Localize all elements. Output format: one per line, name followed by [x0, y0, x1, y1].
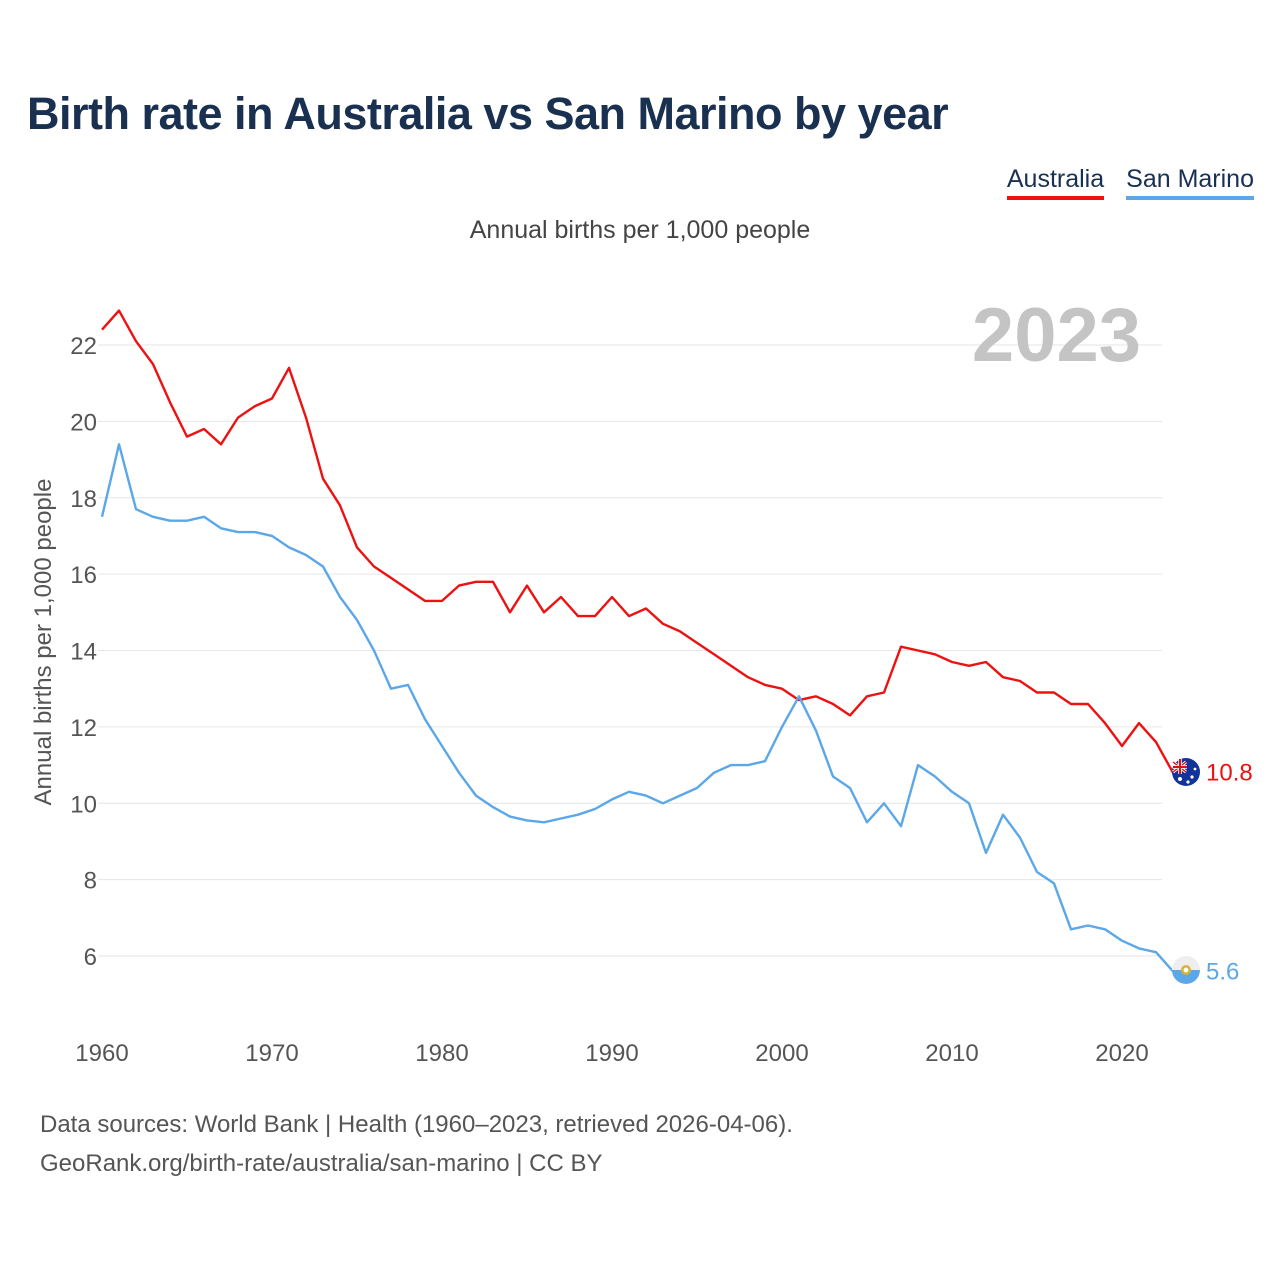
footer-url[interactable]: GeoRank.org/birth-rate/australia/san-mar…: [40, 1150, 603, 1177]
legend-item-san-marino[interactable]: San Marino: [1126, 165, 1254, 200]
series-lines: [100, 309, 1186, 973]
end-markers: 10.8 5.6: [1206, 760, 1253, 986]
y-tick-label: 6: [84, 944, 97, 971]
y-tick-label: 14: [70, 639, 97, 666]
y-axis-label: Annual births per 1,000 people: [30, 479, 57, 806]
end-value-label-australia: 10.8: [1206, 760, 1253, 787]
x-tick-label: 1970: [245, 1040, 298, 1067]
flag-san-marino-icon: [1172, 956, 1200, 984]
x-tick-label: 1980: [415, 1040, 468, 1067]
y-tick-label: 18: [70, 486, 97, 513]
x-tick-label: 1960: [75, 1040, 128, 1067]
series-line-san-marino[interactable]: [100, 443, 1186, 973]
footer-sources: Data sources: World Bank | Health (1960–…: [40, 1111, 793, 1138]
chart-title: Birth rate in Australia vs San Marino by…: [27, 88, 949, 139]
end-value-label-san-marino: 5.6: [1206, 958, 1239, 985]
y-tick-label: 12: [70, 715, 97, 742]
x-tick-label: 1990: [585, 1040, 638, 1067]
flag-australia-icon: [1172, 758, 1200, 786]
year-watermark: 2023: [972, 293, 1141, 378]
y-axis-ticks: 6 8 10 12 14 16 18 20 22: [70, 333, 97, 971]
series-line-australia[interactable]: [101, 309, 1186, 774]
chart-subtitle: Annual births per 1,000 people: [469, 216, 811, 244]
x-axis-ticks: 1960 1970 1980 1990 2000 2010 2020: [75, 1040, 1148, 1067]
y-tick-label: 16: [70, 562, 97, 589]
legend-item-australia[interactable]: Australia: [1006, 165, 1105, 200]
y-tick-label: 10: [70, 791, 97, 818]
y-tick-label: 20: [70, 409, 97, 436]
line-chart: 6 8 10 12 14 16 18 20 22 1960 1970 1980 1990 2000 201…: [30, 293, 1253, 1067]
x-tick-label: 2010: [925, 1040, 978, 1067]
x-tick-label: 2020: [1095, 1040, 1148, 1067]
legend: Australia San Marino: [1006, 165, 1254, 200]
footer: Data sources: World Bank | Health (1960–…: [40, 1105, 793, 1183]
y-tick-label: 8: [84, 868, 97, 895]
x-tick-label: 2000: [755, 1040, 808, 1067]
gridlines: [98, 344, 1162, 957]
y-tick-label: 22: [70, 333, 97, 360]
